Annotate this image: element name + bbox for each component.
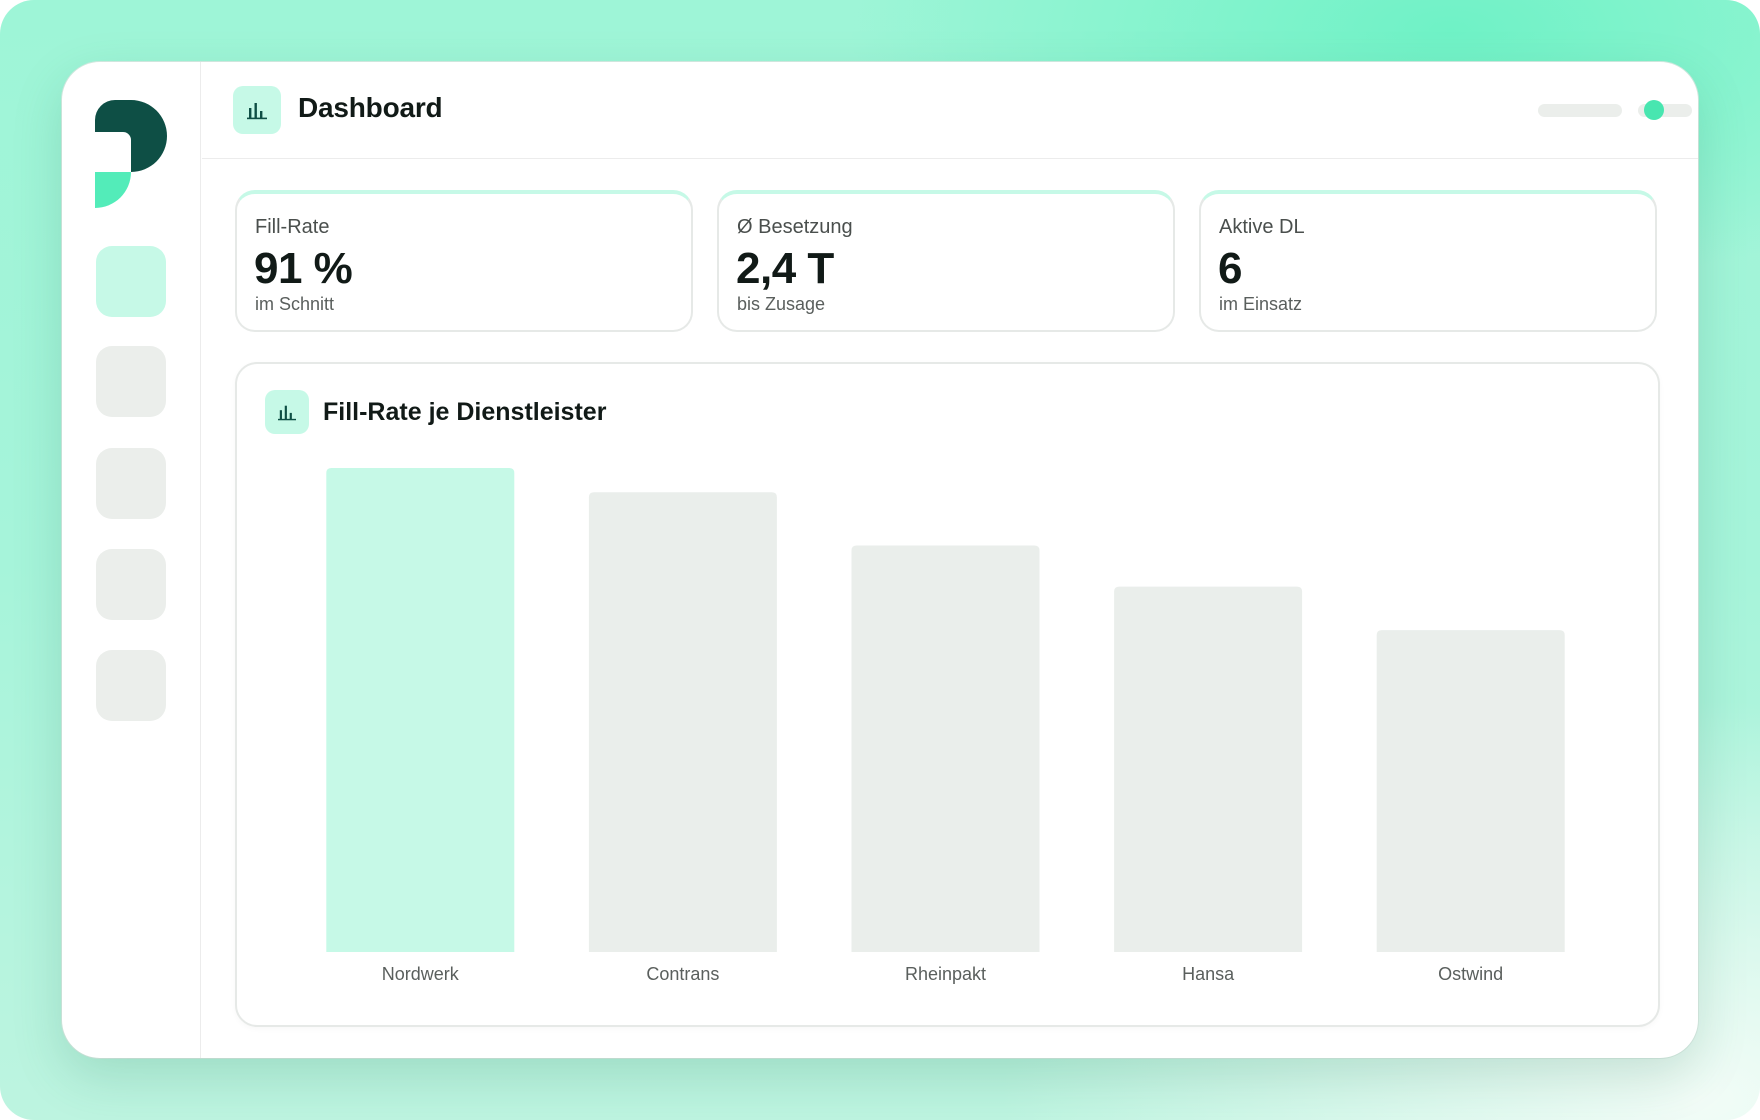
status-dot bbox=[1644, 100, 1664, 120]
kpi-value: 91 % bbox=[254, 244, 353, 293]
sidebar-item-5[interactable] bbox=[96, 650, 166, 721]
kpi-label: Fill-Rate bbox=[255, 216, 330, 238]
kpi-subtext: im Schnitt bbox=[255, 294, 335, 314]
bar-label-contrans: Contrans bbox=[646, 964, 719, 984]
bar-label-rheinpakt: Rheinpakt bbox=[905, 964, 986, 984]
chart-card: Fill-Rate je Dienstleister Nordwerk Contr… bbox=[235, 362, 1660, 1027]
kpi-card-fill-rate: Fill-Rate 91 % im Schnitt bbox=[235, 190, 693, 332]
kpi-value: 6 bbox=[1218, 244, 1242, 293]
sidebar-item-1[interactable] bbox=[96, 246, 166, 317]
bar-label-nordwerk: Nordwerk bbox=[382, 964, 460, 984]
bar-nordwerk[interactable] bbox=[326, 468, 515, 952]
brand-logo bbox=[95, 100, 167, 208]
bar-label-hansa: Hansa bbox=[1182, 964, 1235, 984]
bar-chart-icon bbox=[233, 86, 281, 134]
placeholder-pill bbox=[1538, 104, 1622, 117]
bar-ostwind[interactable] bbox=[1376, 630, 1565, 952]
sidebar-item-2[interactable] bbox=[96, 346, 166, 417]
kpi-value: 2,4 T bbox=[736, 244, 834, 293]
kpi-card-aktive-dl: Aktive DL 6 im Einsatz bbox=[1199, 190, 1657, 332]
kpi-label: Ø Besetzung bbox=[737, 216, 853, 238]
sidebar-item-3[interactable] bbox=[96, 448, 166, 519]
chart-title: Fill-Rate je Dienstleister bbox=[323, 398, 607, 426]
kpi-card-besetzung: Ø Besetzung 2,4 T bis Zusage bbox=[717, 190, 1175, 332]
bar-hansa[interactable] bbox=[1114, 586, 1303, 952]
sidebar-item-4[interactable] bbox=[96, 549, 166, 620]
bar-chart-icon bbox=[265, 390, 309, 434]
topbar: Dashboard bbox=[202, 62, 1698, 159]
kpi-subtext: im Einsatz bbox=[1219, 294, 1303, 314]
kpi-label: Aktive DL bbox=[1219, 216, 1305, 238]
sidebar bbox=[62, 62, 201, 1058]
bar-contrans[interactable] bbox=[588, 492, 777, 952]
kpi-subtext: bis Zusage bbox=[737, 294, 826, 314]
bar-rheinpakt[interactable] bbox=[851, 545, 1040, 952]
bar-label-ostwind: Ostwind bbox=[1438, 964, 1503, 984]
page-title: Dashboard bbox=[298, 92, 443, 123]
bar-chart: Nordwerk Contrans Rheinpakt Hansa Ostwind bbox=[326, 468, 1565, 984]
app-window: Dashboard Fill-Rate 91 % im Schnitt Ø Be… bbox=[62, 62, 1698, 1058]
